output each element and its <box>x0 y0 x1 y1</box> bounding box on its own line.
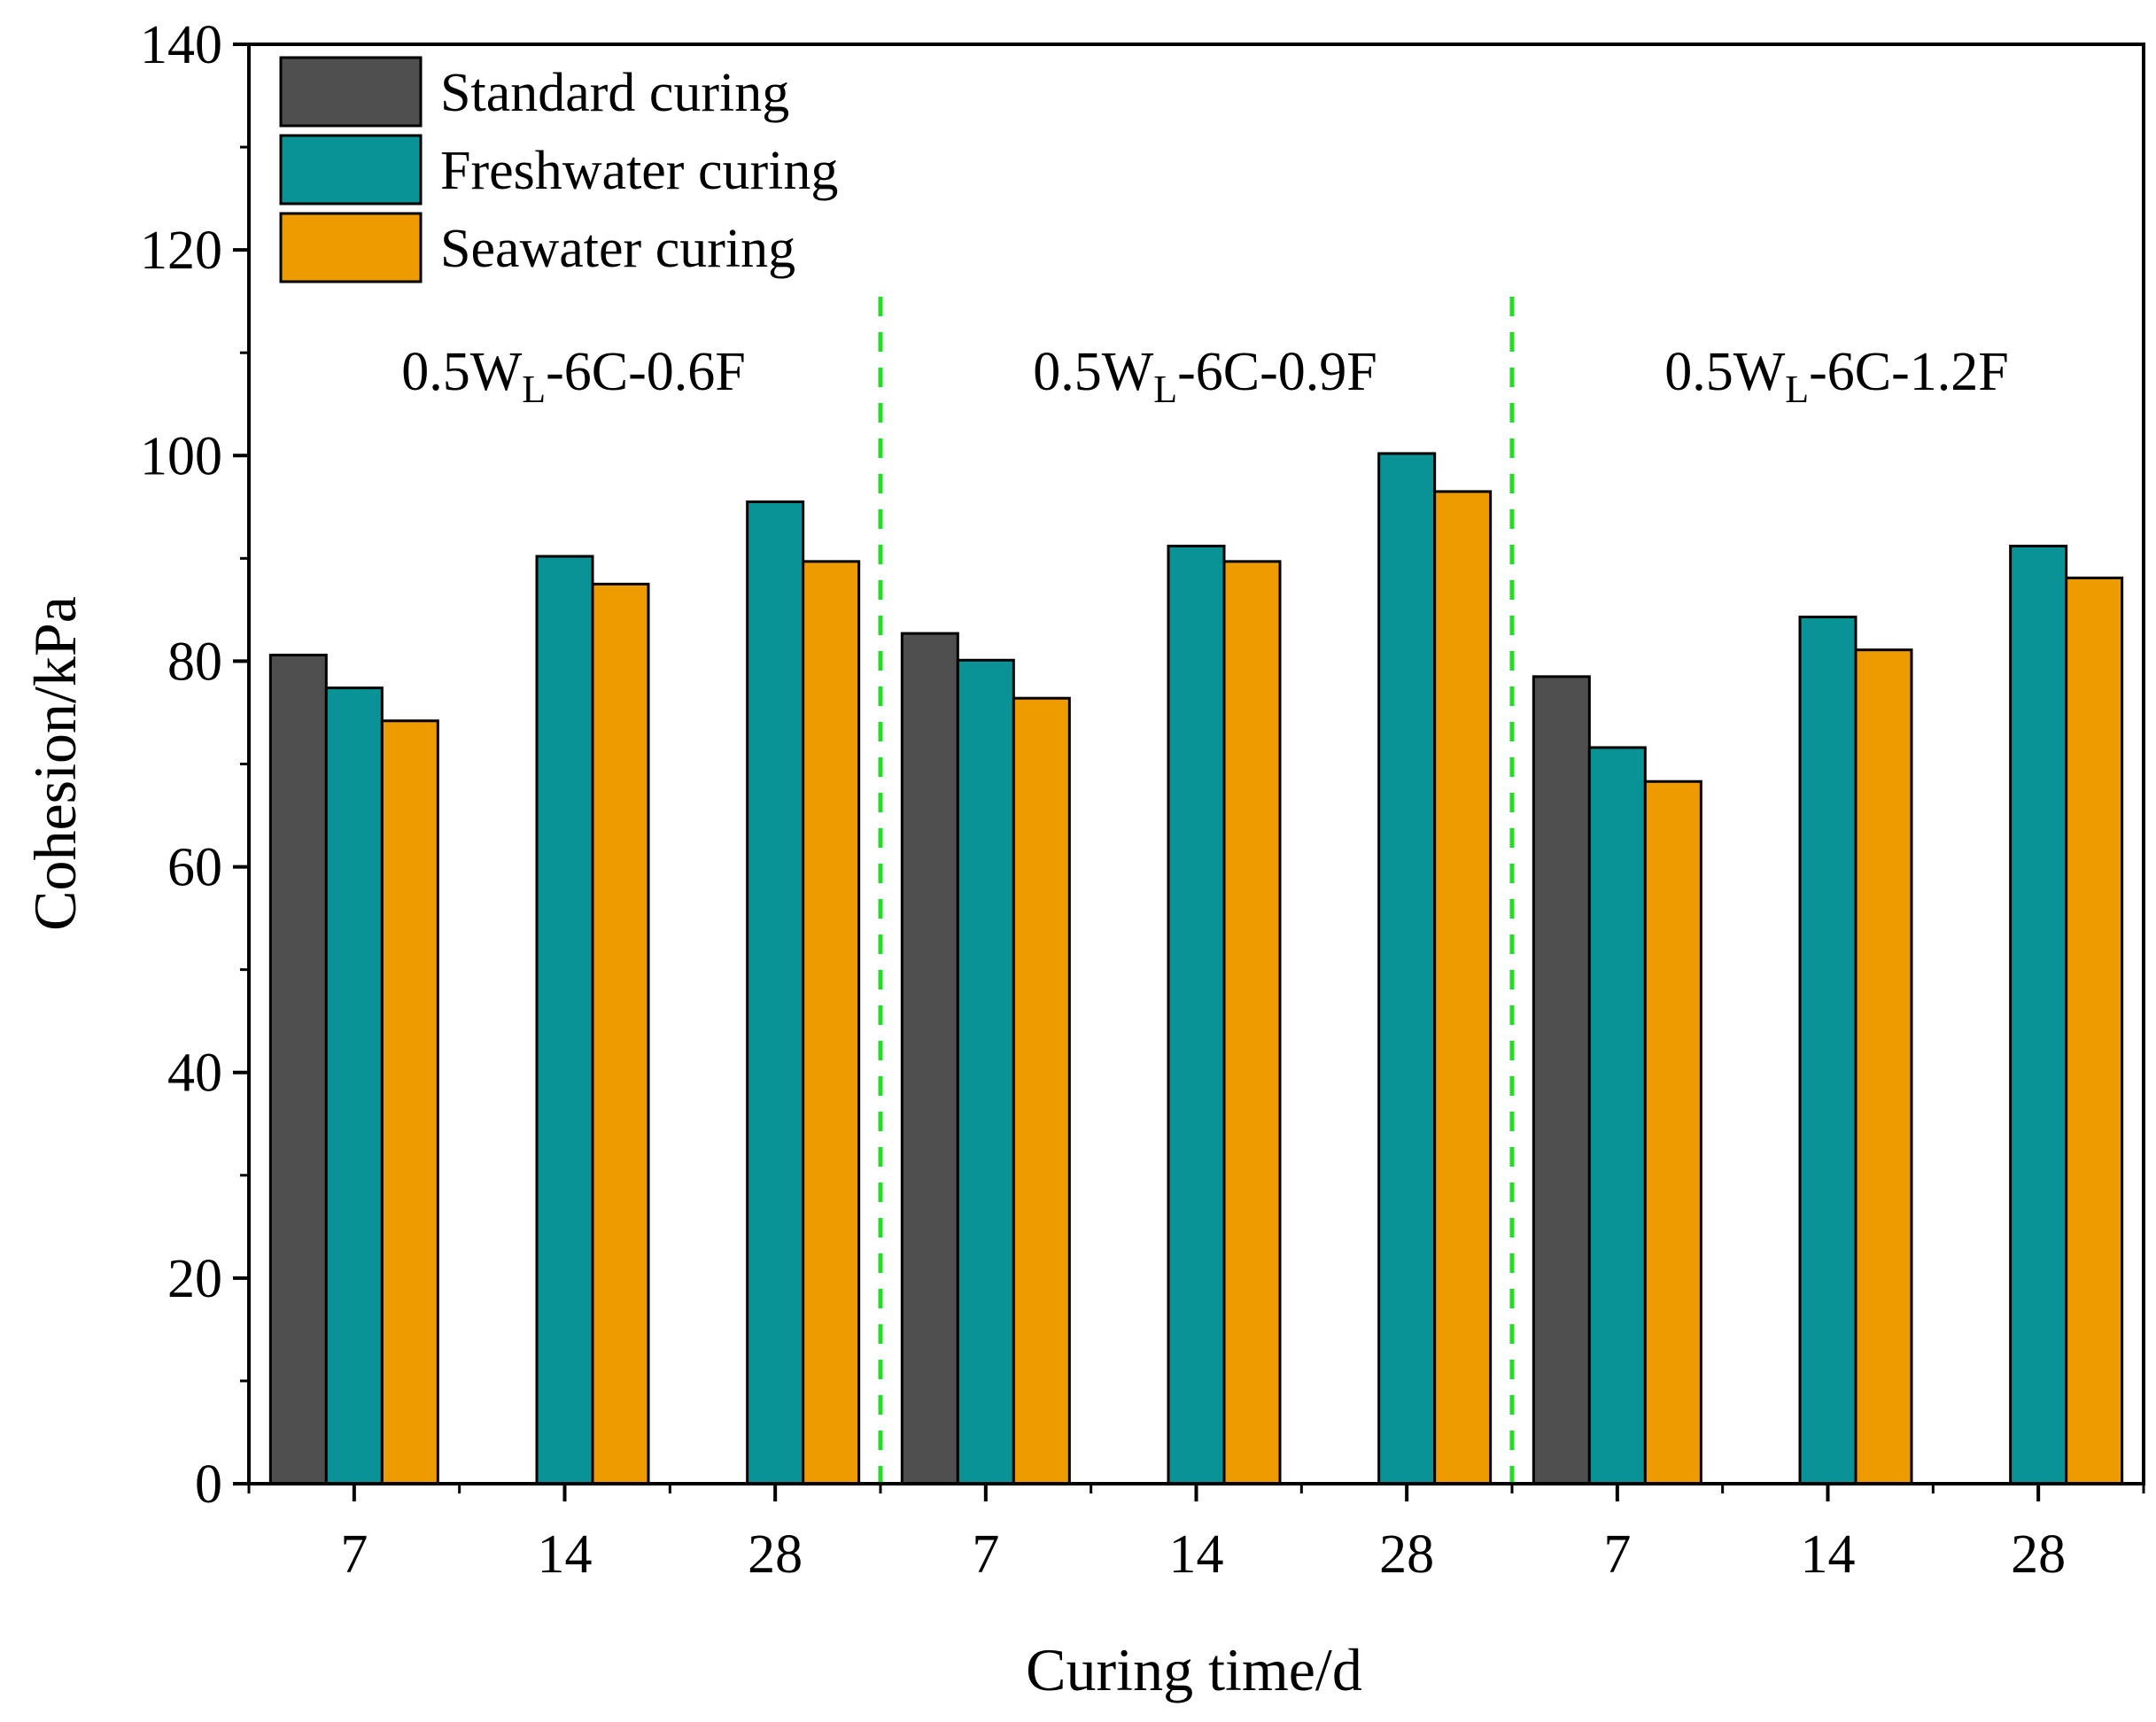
group-label-main: 0.5W <box>1664 342 1786 402</box>
y-tick-label: 140 <box>140 15 222 75</box>
bar-freshwater-curing-8 <box>2009 544 2068 1485</box>
y-tick-label: 120 <box>140 221 222 281</box>
group-labels-layer: 0.5WL-6C-0.6F 0.5WL-6C-0.9F 0.5WL-6C-1.2F <box>401 342 2009 411</box>
group-label-rest: -6C-0.6F <box>546 342 746 402</box>
y-tick-label: 0 <box>195 1454 222 1515</box>
legend: Standard curing Freshwater curing Seawater… <box>279 56 838 283</box>
x-tick-label: 7 <box>1603 1524 1631 1585</box>
y-axis-title: Cohesion/kPa <box>21 596 89 931</box>
x-tick-label: 7 <box>340 1524 368 1585</box>
bar-freshwater-curing-2 <box>746 500 805 1485</box>
bar-freshwater-curing-4 <box>1167 544 1226 1485</box>
group-label-2: 0.5WL-6C-1.2F <box>1664 342 2009 411</box>
group-label-main: 0.5W <box>401 342 523 402</box>
legend-label: Freshwater curing <box>440 141 838 201</box>
group-label-subscript: L <box>522 368 546 411</box>
x-tick-label: 14 <box>538 1524 593 1585</box>
axes-layer: 0 20 40 60 80 100 120 140 7 14 28 7 14 28 7 14 28 <box>140 15 2145 1585</box>
y-tick-label: 40 <box>167 1043 222 1104</box>
bar-standard-curing-3 <box>900 632 959 1485</box>
bar-freshwater-curing-6 <box>1587 746 1647 1485</box>
legend-swatch-standard-curing <box>279 56 423 128</box>
bar-freshwater-curing-1 <box>535 555 594 1485</box>
x-tick-label: 14 <box>1801 1524 1856 1585</box>
legend-swatch-seawater-curing <box>279 212 423 283</box>
x-tick-label: 28 <box>2011 1524 2066 1585</box>
bar-seawater-curing-5 <box>1433 490 1493 1485</box>
group-label-0: 0.5WL-6C-0.6F <box>401 342 746 411</box>
x-tick-label: 28 <box>748 1524 803 1585</box>
x-axis-title: Curing time/d <box>1026 1636 1362 1703</box>
bar-seawater-curing-3 <box>1012 696 1071 1485</box>
bars-layer <box>268 452 2124 1485</box>
bar-seawater-curing-0 <box>380 719 439 1485</box>
group-label-rest: -6C-0.9F <box>1177 342 1377 402</box>
bar-seawater-curing-7 <box>1854 648 1913 1485</box>
bar-seawater-curing-2 <box>802 560 861 1485</box>
bar-freshwater-curing-7 <box>1798 616 1857 1485</box>
y-tick-label: 20 <box>167 1249 222 1309</box>
x-tick-label: 14 <box>1169 1524 1224 1585</box>
y-tick-label: 60 <box>167 838 222 898</box>
bar-standard-curing-6 <box>1532 675 1591 1485</box>
legend-label: Standard curing <box>440 63 789 123</box>
legend-label: Seawater curing <box>440 219 795 279</box>
y-tick-label: 100 <box>140 426 222 486</box>
bar-seawater-curing-1 <box>591 582 650 1485</box>
group-label-subscript: L <box>1785 368 1809 411</box>
bar-standard-curing-0 <box>268 653 328 1485</box>
group-label-subscript: L <box>1153 368 1177 411</box>
x-tick-label: 7 <box>972 1524 999 1585</box>
group-label-1: 0.5WL-6C-0.9F <box>1033 342 1377 411</box>
y-tick-label: 80 <box>167 632 222 692</box>
x-tick-label: 28 <box>1379 1524 1434 1585</box>
bar-seawater-curing-4 <box>1222 560 1282 1485</box>
legend-swatch-freshwater-curing <box>279 134 423 206</box>
bar-seawater-curing-8 <box>2065 576 2124 1485</box>
group-label-main: 0.5W <box>1033 342 1154 402</box>
bar-freshwater-curing-3 <box>956 658 1015 1485</box>
bar-seawater-curing-6 <box>1643 780 1702 1485</box>
bar-freshwater-curing-5 <box>1377 452 1437 1485</box>
bar-freshwater-curing-0 <box>324 686 384 1485</box>
group-label-rest: -6C-1.2F <box>1809 342 2009 402</box>
